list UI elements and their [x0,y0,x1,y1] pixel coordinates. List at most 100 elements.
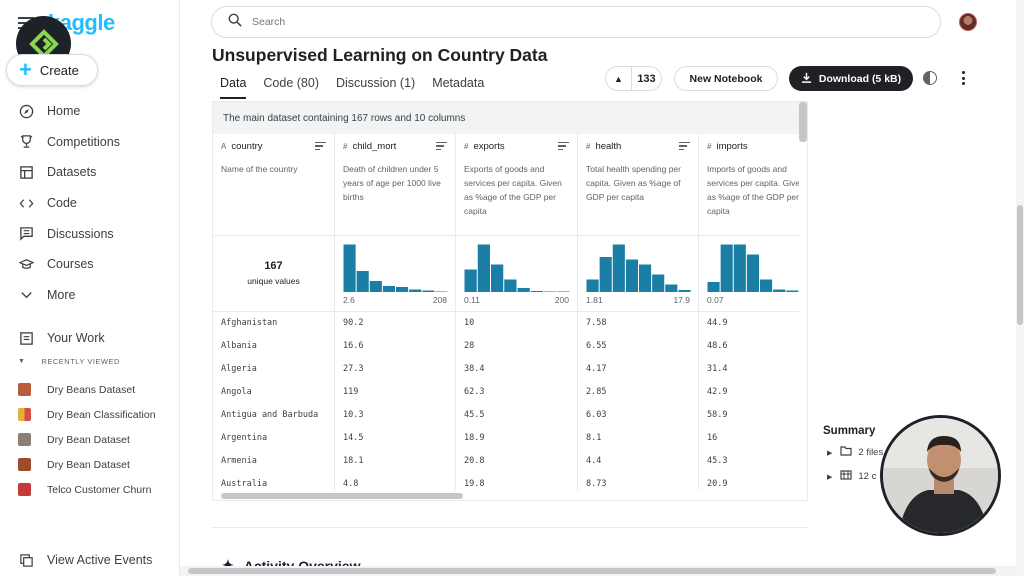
histogram-bar[interactable] [356,271,369,292]
view-active-events-link[interactable]: View Active Events [0,545,180,576]
table-cell[interactable]: 4.17 [586,364,607,375]
histogram-bar[interactable] [652,274,665,293]
table-cell[interactable]: 20.9 [707,478,728,489]
user-avatar[interactable] [959,13,977,31]
table-cell[interactable]: 7.58 [586,318,607,329]
table-cell[interactable]: 16.6 [343,341,364,352]
column-header[interactable]: # health [578,134,698,158]
histogram-bar[interactable] [504,279,517,293]
histogram-bar[interactable] [586,279,599,293]
theme-toggle-icon[interactable] [923,71,937,85]
table-cell[interactable]: 62.3 [464,387,485,398]
table-cell[interactable]: 38.4 [464,364,485,375]
table-cell[interactable]: 31.4 [707,364,728,375]
table-cell[interactable]: 8.1 [586,432,602,443]
table-cell[interactable]: 14.5 [343,432,364,443]
table-cell[interactable]: 28 [464,341,475,352]
table-cell[interactable]: 10.3 [343,410,364,420]
histogram-bar[interactable] [530,291,543,292]
histogram-bar[interactable] [760,279,773,293]
sort-icon[interactable] [315,142,326,150]
table-cell[interactable]: 10 [464,318,475,329]
table-cell[interactable]: 119 [343,387,359,398]
summary-columns-row[interactable]: ▶ 12 c [827,470,876,483]
histogram-bar[interactable] [477,244,490,293]
histogram-bar[interactable] [369,281,382,292]
new-notebook-button[interactable]: New Notebook [674,66,778,91]
column-header[interactable]: # exports [456,134,577,158]
summary-files-row[interactable]: ▶ 2 files [827,446,883,459]
sidebar-item-competitions[interactable]: Competitions [0,127,180,158]
more-options-icon[interactable] [962,71,966,85]
table-cell[interactable]: Algeria [221,364,257,375]
table-cell[interactable]: 27.3 [343,364,364,375]
table-cell[interactable]: 44.9 [707,318,728,329]
histogram-bar[interactable] [557,291,570,293]
histogram-bar[interactable] [517,288,530,292]
histogram-bar[interactable] [599,257,612,292]
histogram-bar[interactable] [612,244,625,293]
table-cell[interactable]: 45.5 [464,410,485,420]
page-horizontal-scrollbar[interactable] [180,566,1016,576]
table-cell[interactable]: Albania [221,341,257,352]
histogram-bar[interactable] [464,269,477,293]
table-cell[interactable]: 8.73 [586,478,607,489]
tab-discussion[interactable]: Discussion (1) [336,76,416,90]
histogram-bar[interactable] [382,286,395,292]
sort-icon[interactable] [436,142,447,150]
table-cell[interactable]: 20.8 [464,455,485,466]
histogram-bar[interactable] [343,244,356,293]
table-cell[interactable]: 58.9 [707,410,728,420]
table-cell[interactable]: 42.9 [707,387,728,398]
table-cell[interactable]: 18.1 [343,455,364,466]
page-vertical-scrollbar[interactable] [1016,0,1024,576]
histogram-bar[interactable] [733,244,746,293]
tab-metadata[interactable]: Metadata [432,76,485,90]
search-input[interactable] [252,16,852,28]
recent-item[interactable]: Dry Beans Dataset [0,377,180,402]
histogram-bar[interactable] [773,289,786,293]
table-vertical-scrollbar[interactable] [799,102,807,142]
table-cell[interactable]: 6.55 [586,341,607,352]
histogram-bar[interactable] [707,282,720,292]
histogram-bar[interactable] [786,290,799,293]
table-cell[interactable]: 19.8 [464,478,485,489]
table-cell[interactable]: 2.85 [586,387,607,398]
recent-item[interactable]: Telco Customer Churn [0,477,180,502]
histogram-bar[interactable] [422,290,435,293]
tab-code[interactable]: Code (80) [263,76,319,90]
sidebar-item-datasets[interactable]: Datasets [0,157,180,188]
search-bar[interactable] [211,6,941,38]
table-cell[interactable]: 16 [707,432,718,443]
download-button[interactable]: Download (5 kB) [789,66,913,91]
sidebar-item-your-work[interactable]: Your Work [0,323,180,354]
sort-icon[interactable] [558,142,569,150]
histogram-bar[interactable] [491,264,504,293]
sidebar-item-courses[interactable]: Courses [0,249,180,280]
sort-icon[interactable] [679,142,690,150]
sidebar-item-code[interactable]: Code [0,188,180,219]
histogram-bar[interactable] [678,290,691,292]
sidebar-item-discussions[interactable]: Discussions [0,218,180,249]
recently-viewed-header[interactable]: ▼ RECENTLY VIEWED [18,357,120,366]
table-cell[interactable]: 90.2 [343,318,364,329]
table-cell[interactable]: Armenia [221,455,257,466]
histogram-bar[interactable] [746,254,759,293]
table-cell[interactable]: 18.9 [464,432,485,443]
histogram-bar[interactable] [544,291,557,293]
column-header[interactable]: # child_mort [335,134,455,158]
upvote-button[interactable]: ▲ 133 [605,66,662,91]
table-cell[interactable]: Angola [221,387,252,398]
histogram-bar[interactable] [409,289,422,293]
tab-data[interactable]: Data [220,76,247,99]
table-cell[interactable]: Argentina [221,432,268,443]
histogram-bar[interactable] [639,264,652,293]
table-cell[interactable]: Antigua and Barbuda [221,410,319,420]
histogram-bar[interactable] [625,259,638,293]
table-cell[interactable]: Australia [221,478,268,489]
table-cell[interactable]: 45.3 [707,455,728,466]
recent-item[interactable]: Dry Bean Dataset [0,427,180,452]
sidebar-item-home[interactable]: Home [0,96,180,127]
table-cell[interactable]: Afghanistan [221,318,278,329]
histogram-bar[interactable] [665,284,678,293]
